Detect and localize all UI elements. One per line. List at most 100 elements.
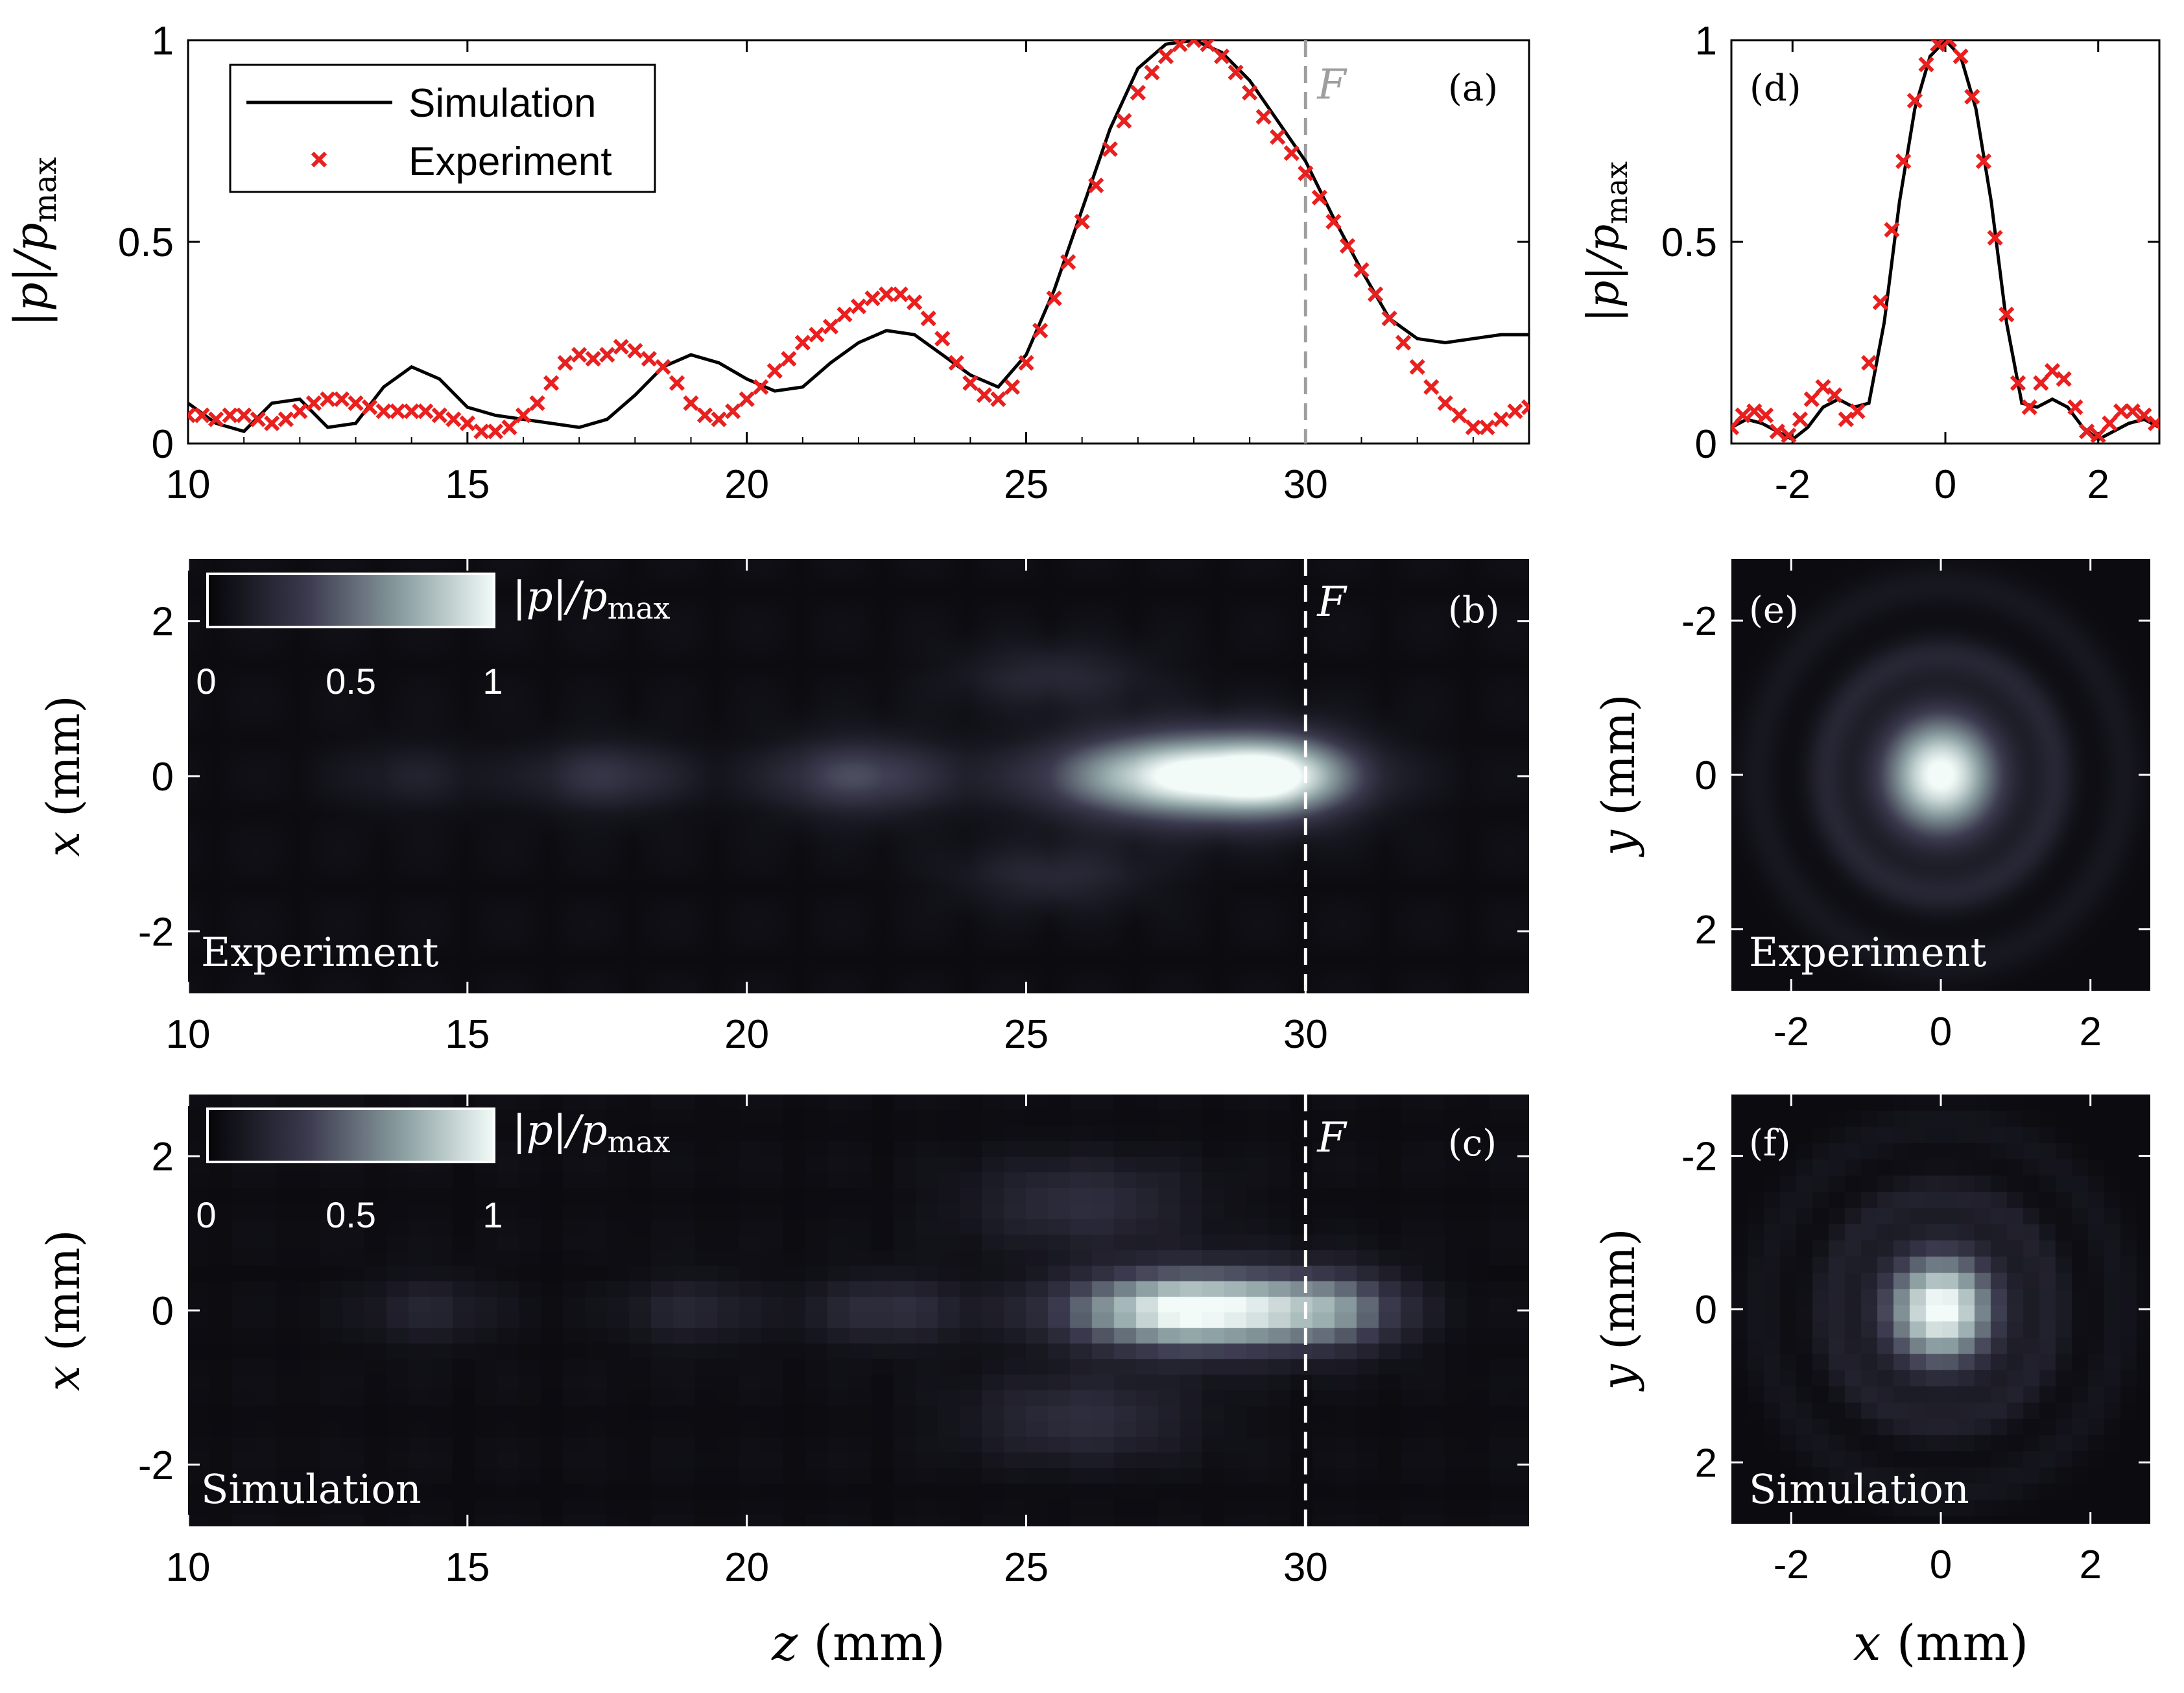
experiment-marker <box>990 391 1006 407</box>
experiment-marker <box>1731 419 1740 436</box>
experiment-marker <box>1367 286 1384 302</box>
panel-f-ylabel: y (mm) <box>1592 1228 1645 1391</box>
legend-experiment-label: Experiment <box>409 139 612 184</box>
experiment-marker <box>1144 64 1160 80</box>
e-ytick-label-1: 0 <box>1695 753 1717 798</box>
e-xtick-label-0: -2 <box>1774 1010 1809 1054</box>
experiment-marker <box>278 411 294 427</box>
experiment-marker <box>2033 375 2049 391</box>
experiment-marker <box>585 351 601 367</box>
experiment-marker <box>1395 335 1412 351</box>
c-xtick-label-1: 15 <box>445 1545 490 1590</box>
experiment-marker <box>2044 362 2061 379</box>
panel-d-label: (d) <box>1750 67 1801 110</box>
experiment-marker <box>2021 399 2037 416</box>
experiment-marker <box>1826 387 1843 403</box>
panel-a: 10 15 20 25 30 0 0.5 1 F (a) |p|/pmax Simulatio… <box>5 19 1530 507</box>
experiment-marker <box>1298 165 1314 182</box>
d-ytick-label-1: 0.5 <box>1661 220 1717 265</box>
experiment-marker <box>1088 177 1104 194</box>
d-xtick-label-0: -2 <box>1775 462 1810 507</box>
panel-e-ticks <box>1731 559 2150 991</box>
panel-c-ticks <box>187 1095 1529 1526</box>
experiment-marker <box>222 407 238 423</box>
experiment-marker <box>236 407 252 423</box>
b-xtick-label-2: 20 <box>724 1012 769 1057</box>
experiment-marker <box>390 403 406 420</box>
experiment-marker <box>864 290 881 307</box>
panel-d: -2 0 2 0 0.5 1 (d) |p|/pmax <box>1578 19 2161 507</box>
experiment-marker <box>418 403 434 420</box>
experiment-marker <box>348 395 364 411</box>
experiment-marker <box>766 362 783 379</box>
colorbar-c-tick-mid: 0.5 <box>326 1194 376 1235</box>
experiment-marker <box>2102 415 2118 432</box>
c-ytick-label-0: 2 <box>152 1135 174 1179</box>
a-ytick-label-1: 0.5 <box>118 220 174 265</box>
experiment-marker <box>1975 153 1992 169</box>
experiment-marker <box>1999 306 2015 323</box>
experiment-marker <box>2078 423 2095 440</box>
panel-a-experiment-markers <box>188 40 1529 440</box>
f-xtick-label-2: 2 <box>2079 1543 2101 1587</box>
experiment-marker <box>1060 254 1076 270</box>
experiment-marker <box>2056 371 2072 387</box>
experiment-marker <box>1849 403 1866 420</box>
experiment-marker <box>1283 145 1300 161</box>
experiment-marker <box>781 351 797 367</box>
panel-d-tick-labels: -2 0 2 0 0.5 1 <box>1661 19 2109 507</box>
experiment-marker <box>529 395 545 411</box>
colorbar-b-tick-0: 0 <box>196 661 216 702</box>
c-xtick-label-3: 25 <box>1004 1545 1049 1590</box>
experiment-marker <box>1884 222 1900 238</box>
experiment-marker <box>1157 48 1174 65</box>
a-xtick-label-0: 10 <box>166 462 211 507</box>
colorbar-b-label: |p|/pmax <box>512 573 671 626</box>
panel-a-legend: Simulation Experiment <box>229 64 656 193</box>
experiment-marker <box>375 403 392 420</box>
experiment-marker <box>557 355 573 371</box>
d-xtick-label-2: 2 <box>2087 462 2109 507</box>
experiment-marker <box>292 403 308 420</box>
panel-e-label: (e) <box>1749 589 1799 632</box>
experiment-marker <box>1116 113 1132 129</box>
experiment-marker <box>1242 84 1258 101</box>
panel-b-colorbar: 0 0.5 1 |p|/pmax <box>196 573 671 702</box>
c-ytick-label-2: -2 <box>138 1443 174 1488</box>
panel-f-tick-labels: -2 0 2 -2 0 2 <box>1681 1135 2102 1587</box>
f-xtick-label-0: -2 <box>1774 1543 1809 1587</box>
experiment-marker <box>892 286 908 302</box>
panel-c-focus-label: F <box>1316 1114 1347 1162</box>
experiment-marker <box>655 359 671 375</box>
experiment-marker <box>305 395 322 411</box>
panel-e-ylabel: y (mm) <box>1592 694 1645 857</box>
experiment-marker <box>683 395 699 411</box>
experiment-marker <box>627 342 643 359</box>
experiment-marker <box>515 407 532 423</box>
panel-e-tick-labels: -2 0 2 -2 0 2 <box>1681 599 2102 1054</box>
experiment-marker <box>1781 427 1797 444</box>
experiment-marker <box>1270 129 1286 145</box>
experiment-marker <box>1074 213 1090 230</box>
experiment-marker <box>1872 294 1888 311</box>
experiment-marker <box>962 375 979 391</box>
experiment-marker <box>822 318 839 335</box>
colorbar-c-tick-1: 1 <box>482 1194 503 1235</box>
experiment-marker <box>809 326 825 343</box>
e-xtick-label-2: 2 <box>2079 1010 2101 1054</box>
panel-c-xlabel: z (mm) <box>771 1614 945 1672</box>
experiment-marker <box>543 375 560 391</box>
a-xtick-label-2: 20 <box>724 462 769 507</box>
panel-f-label: (f) <box>1749 1122 1790 1165</box>
a-xtick-label-1: 15 <box>445 462 490 507</box>
panel-f: -2 0 2 -2 0 2 (f) Simulation y (mm) x (mm) <box>1592 1095 2150 1672</box>
experiment-marker <box>2113 403 2130 420</box>
experiment-marker <box>1353 262 1370 278</box>
panel-a-ylabel: |p|/pmax <box>5 157 64 327</box>
panel-e-heatmap <box>1731 559 2150 991</box>
experiment-marker <box>1130 84 1146 101</box>
d-ytick-label-0: 0 <box>1695 422 1717 467</box>
colorbar-c-label: |p|/pmax <box>512 1107 671 1159</box>
experiment-marker <box>1906 93 1923 109</box>
